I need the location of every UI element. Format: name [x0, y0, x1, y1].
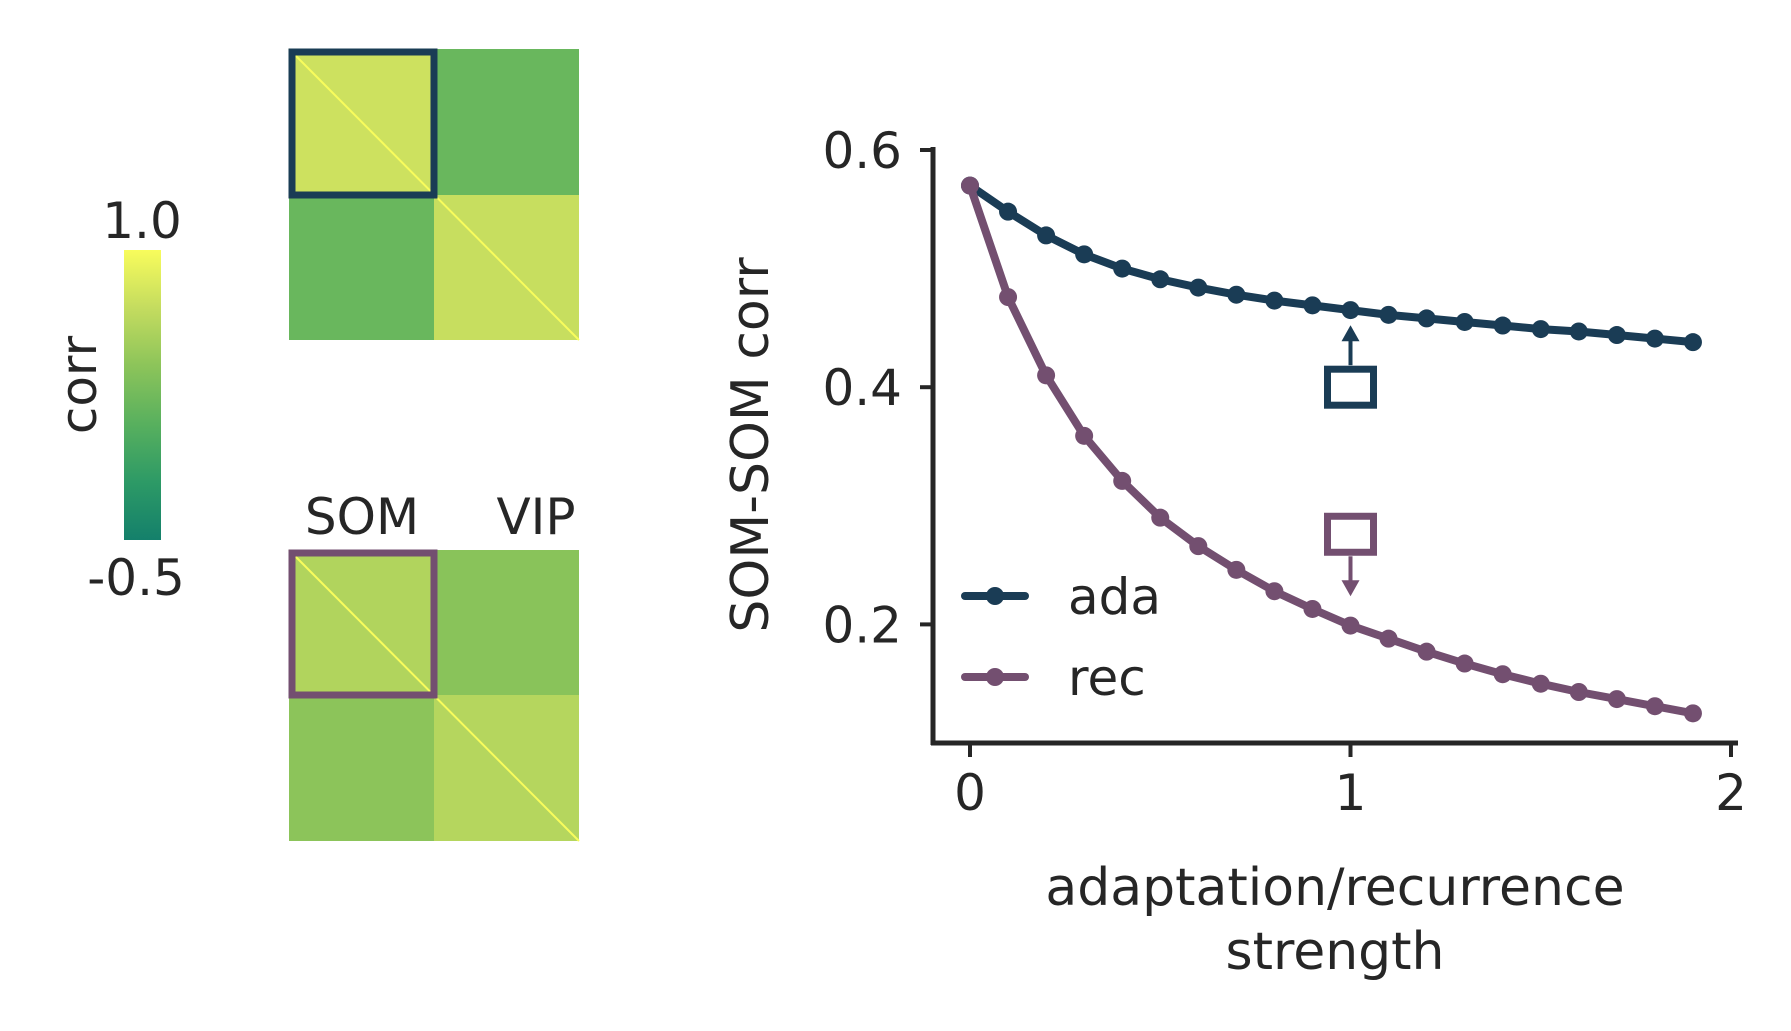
bottom-matrix — [288, 549, 580, 842]
x-axis-label: adaptation/recurrence strength — [1045, 858, 1624, 982]
colorbar-title: corr — [50, 335, 108, 434]
data-point-rec — [1683, 704, 1702, 723]
legend: ada rec — [961, 568, 1161, 707]
data-point-rec — [961, 176, 979, 195]
data-point-rec — [1265, 582, 1284, 601]
x-ticks: 0 1 2 — [954, 743, 1747, 822]
data-point-rec — [1037, 366, 1056, 385]
x-axis-label-line: adaptation/recurrence — [1045, 858, 1624, 918]
y-axis-label: SOM-SOM corr — [721, 257, 781, 633]
y-tick-label: 0.2 — [822, 596, 902, 654]
colorbar: 1.0 -0.5 corr — [50, 192, 185, 607]
data-point-rec — [1417, 642, 1436, 661]
data-point-ada — [1227, 285, 1246, 304]
annotation-layer — [1324, 325, 1377, 597]
bottom-matrix-vip-som-block — [289, 695, 434, 841]
matrix-column-label-som: SOM — [305, 488, 419, 546]
annotation-arrowhead-rec — [1341, 580, 1360, 597]
x-axis-label-line: strength — [1225, 922, 1444, 982]
bottom-matrix-som-vip-block — [434, 550, 579, 695]
data-point-rec — [1341, 616, 1360, 635]
data-point-rec — [1075, 426, 1094, 445]
colorbar-min-label: -0.5 — [87, 549, 185, 607]
data-point-ada — [1037, 226, 1056, 245]
data-point-rec — [1227, 560, 1246, 579]
data-point-ada — [999, 202, 1018, 221]
data-point-ada — [1303, 296, 1322, 315]
matrix-column-label-vip: VIP — [496, 488, 575, 546]
legend-label-ada: ada — [1068, 568, 1161, 626]
top-matrix-som-vip-block — [434, 49, 579, 195]
colorbar-gradient — [124, 250, 161, 540]
x-tick-label: 0 — [954, 764, 986, 822]
x-tick-label: 1 — [1335, 764, 1367, 822]
legend-marker-rec — [986, 668, 1004, 686]
data-point-ada — [1075, 245, 1094, 264]
top-matrix-vip-som-block — [289, 195, 434, 340]
top-matrix-highlight-box — [288, 48, 438, 199]
data-point-rec — [1607, 690, 1626, 709]
data-point-ada — [1683, 333, 1702, 352]
data-point-ada — [1417, 309, 1436, 328]
series-line-ada — [966, 181, 1697, 347]
annotation-square-rec — [1324, 512, 1377, 556]
data-point-rec — [1189, 537, 1208, 556]
top-matrix — [288, 48, 580, 341]
data-point-ada — [1341, 301, 1360, 320]
y-tick-label: 0.4 — [822, 359, 902, 417]
data-point-rec — [1113, 471, 1132, 490]
series-line-rec — [966, 181, 1697, 718]
data-point-rec — [1303, 599, 1322, 618]
data-point-ada — [1113, 259, 1132, 278]
data-point-ada — [1645, 329, 1664, 348]
data-point-ada — [1531, 320, 1550, 339]
data-point-rec — [1151, 508, 1170, 527]
data-point-ada — [1265, 291, 1284, 310]
data-point-rec — [1379, 629, 1398, 648]
bottom-matrix-highlight-box — [288, 549, 438, 699]
data-point-ada — [1189, 278, 1208, 297]
x-tick-label: 2 — [1715, 764, 1747, 822]
legend-marker-ada — [986, 587, 1004, 605]
annotation-square-ada — [1324, 365, 1377, 409]
data-point-ada — [1569, 322, 1588, 341]
data-point-ada — [1151, 270, 1170, 289]
data-point-rec — [1569, 683, 1588, 702]
data-point-ada — [1379, 305, 1398, 324]
colorbar-max-label: 1.0 — [102, 192, 182, 250]
series-layer — [961, 176, 1702, 723]
data-point-rec — [1645, 697, 1664, 716]
data-point-ada — [1607, 326, 1626, 345]
line-chart: 0.2 0.4 0.6 0 1 2 SOM-SOM corr adaptation/re… — [721, 122, 1747, 982]
y-tick-label: 0.6 — [822, 122, 902, 180]
data-point-rec — [1455, 654, 1474, 673]
legend-label-rec: rec — [1068, 649, 1146, 707]
data-point-rec — [1493, 665, 1512, 684]
y-ticks: 0.2 0.4 0.6 — [822, 122, 933, 654]
annotation-arrowhead-ada — [1341, 325, 1360, 342]
data-point-rec — [999, 288, 1018, 307]
data-point-rec — [1531, 674, 1550, 693]
data-point-ada — [1493, 316, 1512, 335]
data-point-ada — [1455, 312, 1474, 331]
